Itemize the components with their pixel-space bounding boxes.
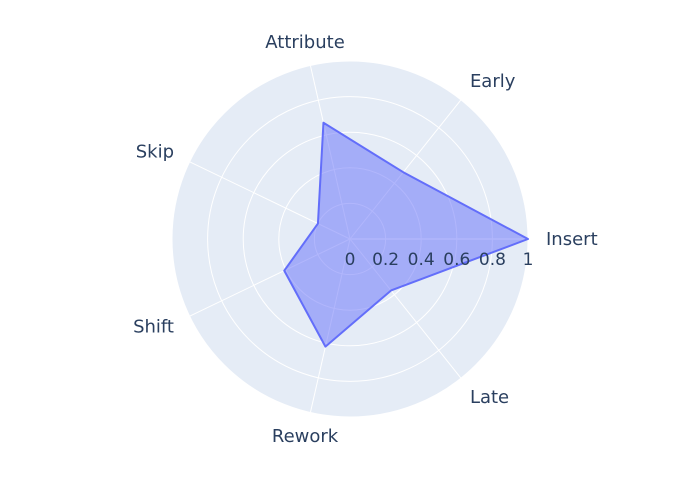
radial-tick-label: 0.8: [479, 250, 506, 270]
category-label-late: Late: [470, 387, 509, 408]
category-label-rework: Rework: [272, 426, 339, 447]
category-label-skip: Skip: [136, 141, 174, 162]
radial-tick-label: 0: [345, 250, 356, 270]
category-label-early: Early: [470, 71, 516, 92]
category-label-shift: Shift: [133, 317, 174, 338]
category-label-insert: Insert: [546, 229, 598, 250]
radial-tick-label: 1: [523, 250, 534, 270]
radial-tick-label: 0.6: [443, 250, 470, 270]
radial-tick-label: 0.2: [372, 250, 399, 270]
radial-tick-label: 0.4: [408, 250, 435, 270]
category-label-attribute: Attribute: [265, 32, 344, 53]
